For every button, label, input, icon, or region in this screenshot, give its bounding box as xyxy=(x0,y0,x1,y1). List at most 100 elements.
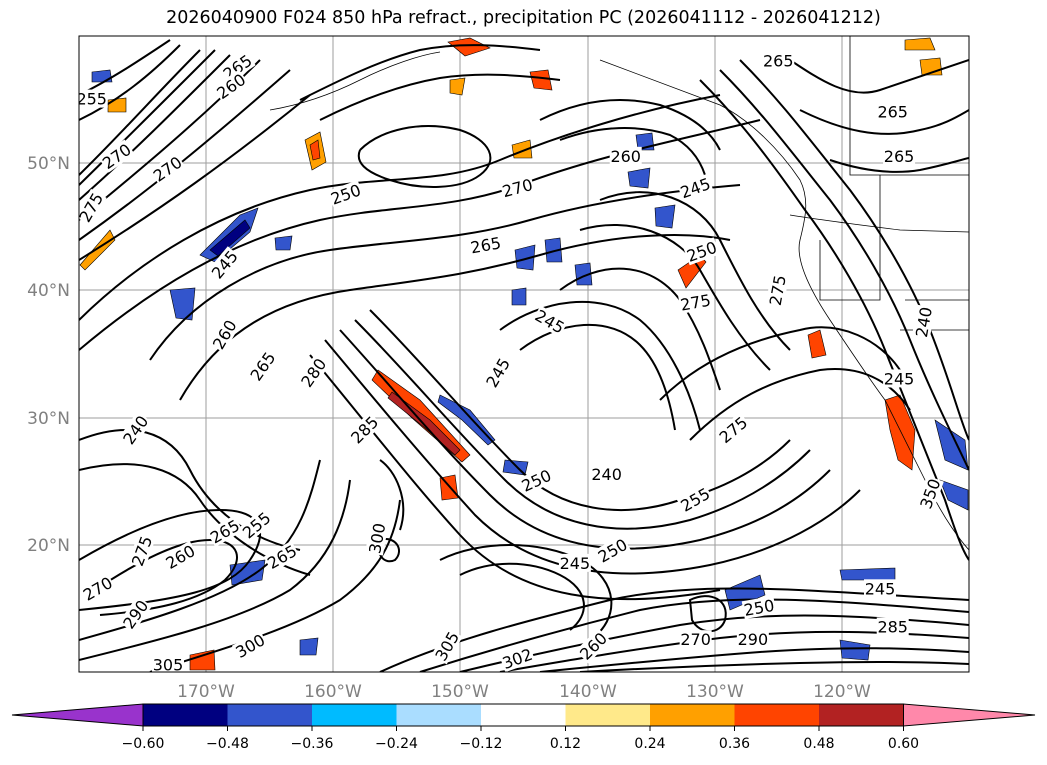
contour-label-background xyxy=(715,412,752,447)
lat-label-40n: 40°N xyxy=(27,281,70,301)
contour-label-background xyxy=(212,69,250,103)
lon-label-170w: 170°W xyxy=(177,682,235,702)
contour-label-background xyxy=(79,188,107,226)
colorbar-segment xyxy=(312,704,397,726)
contour-label-background xyxy=(327,180,364,208)
contour-label: 265 xyxy=(877,102,908,121)
contour-label-background xyxy=(499,174,536,201)
colorbar-tick-label: 0.48 xyxy=(803,736,834,752)
warm-anomaly-patch xyxy=(627,167,651,189)
contour-label: 245 xyxy=(884,369,915,388)
cold-anomaly-patch xyxy=(107,97,127,113)
contour-label-background xyxy=(98,139,135,173)
colorbar-tick-label: −0.48 xyxy=(206,736,249,752)
cold-anomaly-patch xyxy=(904,37,936,51)
longitude-labels: 170°W 160°W 150°W 140°W 130°W 120°W xyxy=(177,682,871,702)
contour-label-background xyxy=(481,354,514,391)
colorbar-tick-label: 0.36 xyxy=(719,736,750,752)
lat-label-50n: 50°N xyxy=(27,154,70,174)
contour-label-background xyxy=(79,89,108,108)
colorbar-segment xyxy=(143,704,228,726)
warm-anomaly-patch xyxy=(511,287,527,306)
contour-label-background xyxy=(883,146,916,165)
colorbar-frame xyxy=(142,703,904,727)
contour-label-background xyxy=(468,233,504,257)
colorbar-tick-label: 0.60 xyxy=(888,736,919,752)
cold-anomaly-patch xyxy=(449,77,466,96)
contour-label: 285 xyxy=(877,617,908,636)
colorbar-extend-low xyxy=(11,703,144,727)
cold-anomaly-patch xyxy=(309,139,321,161)
contour-label-background xyxy=(517,465,555,496)
colorbar-segment xyxy=(565,704,650,726)
map-background xyxy=(79,36,969,672)
contour-label-background xyxy=(431,627,463,665)
contour-label-background xyxy=(207,246,242,283)
colorbar-tick-label: 0.12 xyxy=(550,736,581,752)
contour-label-background xyxy=(263,540,301,573)
contour-label-background xyxy=(876,617,909,636)
cold-anomaly-patch xyxy=(79,229,116,271)
coastlines xyxy=(269,36,969,551)
contour-label: 245 xyxy=(560,554,591,573)
contour-label-background xyxy=(118,411,152,449)
warm-anomaly-patch xyxy=(724,574,766,611)
colorbar-segment xyxy=(481,704,566,726)
contour-label-background xyxy=(79,572,116,605)
contour-label-background xyxy=(678,290,713,314)
warm-anomaly-patch xyxy=(654,204,676,229)
contour-label-background xyxy=(152,655,184,672)
contour-label-background xyxy=(590,464,623,483)
colorbar-tick-label: −0.12 xyxy=(460,736,503,752)
contour-label-background xyxy=(677,173,714,202)
warm-anomaly-patch xyxy=(437,394,496,446)
contour-label-background xyxy=(208,316,241,353)
contour-label-background xyxy=(558,553,591,572)
contour-label-background xyxy=(296,354,330,391)
cold-anomaly-patch xyxy=(189,649,216,671)
contour-label-background xyxy=(161,540,199,573)
warm-anomaly-patch xyxy=(574,262,593,286)
contour-label-background xyxy=(765,272,789,308)
colorbar: −0.60 −0.48 −0.36 −0.24 −0.12 0.12 0.24 0.36 0.4… xyxy=(11,703,1036,752)
contour-label-background xyxy=(346,411,383,448)
contour-label-background xyxy=(206,515,244,548)
contour-label-background xyxy=(915,475,944,512)
colorbar-segment xyxy=(650,704,735,726)
contour-label-background xyxy=(499,644,536,672)
cold-anomaly-patch xyxy=(209,219,251,257)
contour-label: 265 xyxy=(763,51,794,70)
contour-label: 245 xyxy=(865,579,896,598)
contour-label: 260 xyxy=(610,147,641,166)
contour-label-background xyxy=(127,532,156,569)
contour-label-background xyxy=(231,629,269,662)
contour-label-background xyxy=(911,304,936,340)
contour-label-background xyxy=(575,628,611,664)
warm-anomaly-patch xyxy=(544,237,563,263)
contour-label-background xyxy=(118,595,152,633)
colorbar-segment xyxy=(227,704,312,726)
contour-label-background xyxy=(736,630,769,649)
colorbar-tick-label: −0.36 xyxy=(291,736,334,752)
contour-label: 255 xyxy=(76,90,107,109)
contour-label-background xyxy=(149,152,186,186)
warm-anomaly-patch xyxy=(169,287,196,321)
contour-label-background xyxy=(676,483,714,516)
contour-label-background xyxy=(245,347,280,385)
latitude-labels: 50°N 40°N 30°N 20°N xyxy=(27,154,70,556)
cold-anomaly-patch xyxy=(807,329,827,359)
contour-label-background xyxy=(238,507,275,543)
warm-anomaly-patch xyxy=(299,637,319,656)
cold-anomaly-patch xyxy=(884,394,916,471)
contour-label-background xyxy=(683,237,720,266)
warm-anomaly-patch xyxy=(939,479,969,511)
lon-label-140w: 140°W xyxy=(559,682,617,702)
contour-label-background xyxy=(876,102,909,121)
lon-label-160w: 160°W xyxy=(304,682,362,702)
contour-label-background xyxy=(219,50,256,84)
contour-label-background xyxy=(741,595,777,620)
warm-anomaly-patch xyxy=(274,235,293,251)
contour-label-background xyxy=(679,630,712,649)
contour-label-background xyxy=(762,51,795,70)
